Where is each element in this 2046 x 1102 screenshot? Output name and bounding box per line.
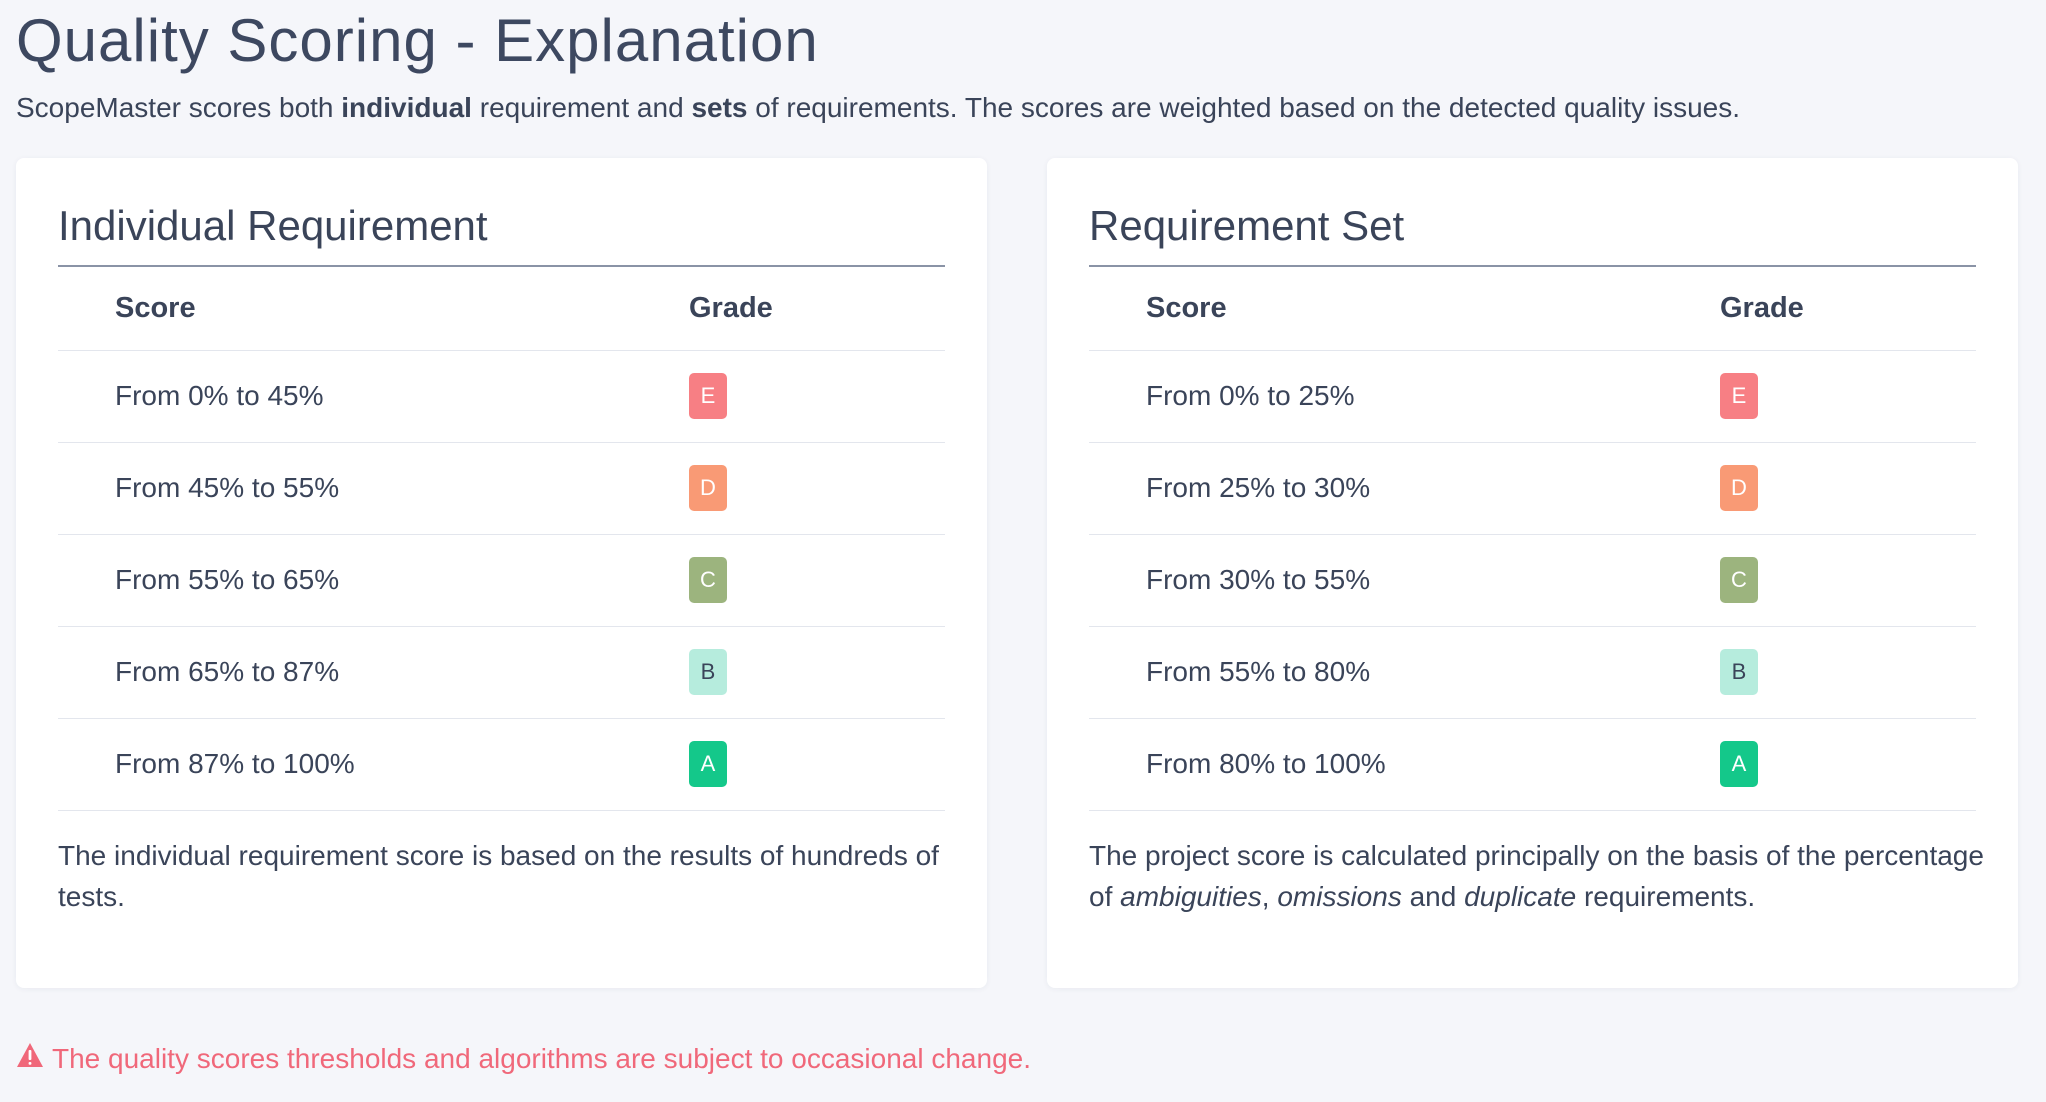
grade-badge: C (689, 557, 727, 603)
individual-requirement-card: Individual Requirement Score Grade From … (16, 158, 987, 988)
score-range: From 45% to 55% (58, 442, 689, 535)
grade-badge: B (1720, 649, 1758, 695)
score-column-header: Score (1089, 267, 1720, 351)
table-row: From 25% to 30% D (1089, 442, 1976, 535)
table-row: From 55% to 80% B (1089, 626, 1976, 719)
individual-note: The individual requirement score is base… (58, 840, 939, 912)
score-column-header: Score (58, 267, 689, 351)
warning-triangle-icon (16, 1042, 52, 1075)
change-warning: The quality scores thresholds and algori… (16, 1042, 1031, 1075)
set-grade-table: Score Grade From 0% to 25% E From 25% to… (1089, 267, 1976, 811)
grade-badge: D (1720, 465, 1758, 511)
score-range: From 55% to 80% (1089, 626, 1720, 719)
card-title: Individual Requirement (58, 202, 488, 249)
grade-badge: B (689, 649, 727, 695)
grade-badge: D (689, 465, 727, 511)
score-range: From 87% to 100% (58, 718, 689, 811)
score-range: From 25% to 30% (1089, 442, 1720, 535)
individual-grade-table: Score Grade From 0% to 45% E From 45% to… (58, 267, 945, 811)
intro-bold-individual: individual (341, 92, 472, 123)
table-row: From 80% to 100% A (1089, 718, 1976, 811)
grade-badge: A (1720, 741, 1758, 787)
score-range: From 65% to 87% (58, 626, 689, 719)
requirement-set-card: Requirement Set Score Grade From 0% to 2… (1047, 158, 2018, 988)
grade-badge: C (1720, 557, 1758, 603)
card-title: Requirement Set (1089, 202, 1405, 249)
card-divider (58, 265, 945, 267)
table-row: From 30% to 55% C (1089, 534, 1976, 627)
table-row: From 55% to 65% C (58, 534, 945, 627)
score-range: From 0% to 45% (58, 350, 689, 443)
card-divider (1089, 265, 1976, 267)
grade-badge: E (689, 373, 727, 419)
table-row: From 45% to 55% D (58, 442, 945, 535)
table-row: From 65% to 87% B (58, 626, 945, 719)
grade-badge: A (689, 741, 727, 787)
table-row: From 0% to 45% E (58, 350, 945, 443)
grade-column-header: Grade (689, 267, 945, 351)
score-range: From 30% to 55% (1089, 534, 1720, 627)
table-row: From 0% to 25% E (1089, 350, 1976, 443)
set-note: The project score is calculated principa… (1089, 840, 1984, 912)
table-header-row: Score Grade (1089, 267, 1976, 351)
table-row: From 87% to 100% A (58, 718, 945, 811)
intro-bold-sets: sets (691, 92, 748, 123)
grade-badge: E (1720, 373, 1758, 419)
score-range: From 80% to 100% (1089, 718, 1720, 811)
score-range: From 55% to 65% (58, 534, 689, 627)
page-title: Quality Scoring - Explanation (16, 7, 819, 74)
warning-text: The quality scores thresholds and algori… (52, 1042, 1031, 1074)
grade-column-header: Grade (1720, 267, 1976, 351)
table-header-row: Score Grade (58, 267, 945, 351)
intro-text: ScopeMaster scores both individual requi… (16, 92, 1740, 123)
score-range: From 0% to 25% (1089, 350, 1720, 443)
